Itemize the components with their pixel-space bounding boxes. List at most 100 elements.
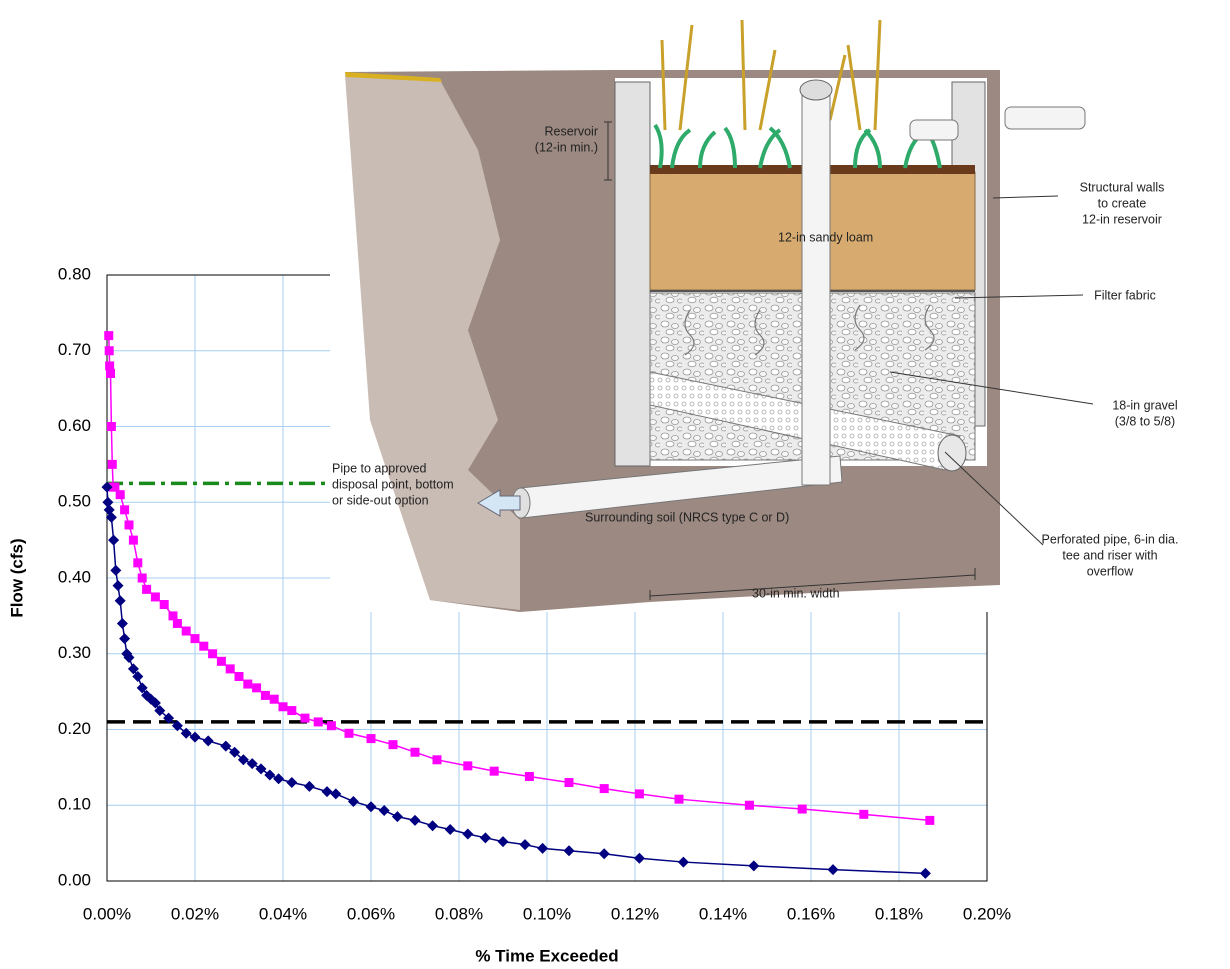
marker [598,848,610,860]
marker [748,860,760,872]
diagram-label: Structural walls [1080,180,1165,194]
marker [674,794,684,804]
marker [260,690,270,700]
marker [190,634,200,644]
y-tick-label: 0.50 [58,492,91,511]
diagram-label: (3/8 to 5/8) [1115,414,1175,428]
marker [189,731,201,743]
x-tick-label: 0.06% [347,904,395,923]
marker [365,801,377,813]
soil-face [345,75,520,610]
marker [463,761,473,771]
marker [300,713,310,723]
marker [137,573,147,583]
marker [108,534,120,546]
marker [149,697,161,709]
marker [243,679,253,689]
marker [110,482,120,492]
marker [119,633,131,645]
marker [444,823,456,835]
marker [344,728,354,738]
marker [278,702,288,712]
marker [216,656,226,666]
marker [104,346,114,356]
marker [919,867,931,879]
x-tick-label: 0.04% [259,904,307,923]
y-tick-label: 0.30 [58,643,91,662]
pipe-end [937,434,967,472]
marker [120,505,130,515]
marker [136,682,148,694]
marker [410,747,420,757]
marker [163,712,175,724]
marker [110,564,122,576]
left-wall [614,81,651,467]
marker [202,735,214,747]
diagram-label: Reservoir [545,124,599,138]
y-tick-label: 0.70 [58,340,91,359]
marker [797,804,807,814]
y-tick-label: 0.60 [58,416,91,435]
marker [252,683,262,693]
diagram-label: 30-in min. width [752,586,840,600]
marker [409,814,421,826]
marker [246,758,258,770]
marker [432,755,442,765]
diagram-label: or side-out option [332,493,429,507]
marker [264,769,276,781]
marker [127,663,139,675]
marker [172,618,182,628]
marker [313,717,323,727]
marker [321,786,333,798]
marker [107,459,117,469]
diagram-label: Pipe to approved [332,461,427,475]
marker [859,809,869,819]
marker [524,771,534,781]
bioretention-diagram: Reservoir (12-in min.) 12-in sandy loam Str… [330,0,1178,612]
marker [102,496,114,508]
marker [106,368,116,378]
plants [653,123,942,169]
diagram-label: 12-in sandy loam [778,230,873,244]
x-axis-title: % Time Exceeded [475,946,618,965]
diagram-label: 18-in gravel [1112,398,1177,412]
marker [114,595,126,607]
diagram-label: tee and riser with [1062,548,1157,562]
marker [634,789,644,799]
diagram-label: to create [1098,196,1147,210]
inlet-pipe [909,119,959,141]
marker [273,773,285,785]
x-tick-label: 0.00% [83,904,131,923]
marker [106,422,116,431]
marker [229,746,241,758]
marker [744,800,754,810]
marker [142,584,152,594]
x-tick-label: 0.10% [523,904,571,923]
marker [199,641,209,651]
diagram-label: Perforated pipe, 6-in dia. [1042,532,1179,546]
marker [286,777,298,789]
marker [105,511,117,523]
stalks [660,19,882,131]
marker [564,778,574,788]
diagram-label: Surrounding soil (NRCS type C or D) [585,510,789,524]
marker [116,617,128,629]
marker [115,490,125,500]
diagram-label: 12-in reservoir [1082,212,1162,226]
marker [112,580,124,592]
riser [801,94,831,486]
marker [677,856,689,868]
marker [330,788,342,800]
outlet-arrow [477,489,521,517]
marker [234,671,244,681]
marker [427,820,439,832]
y-tick-label: 0.80 [58,264,91,283]
marker [287,706,297,716]
x-tick-label: 0.18% [875,904,923,923]
y-tick-label: 0.10 [58,795,91,814]
marker [925,815,935,825]
marker [104,331,114,341]
marker [479,832,491,844]
x-tick-label: 0.08% [435,904,483,923]
